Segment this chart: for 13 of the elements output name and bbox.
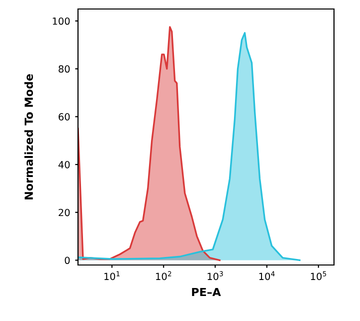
- y-tick-label: 60: [58, 113, 70, 120]
- y-tick-label: 100: [52, 17, 70, 25]
- y-axis-title: Normalized To Mode: [24, 74, 33, 200]
- x-tick-label: 10$^{4}$: [259, 271, 275, 280]
- x-tick-label: 10$^{1}$: [104, 271, 120, 280]
- y-tick-label: 20: [58, 208, 70, 216]
- x-tick-label: 10$^{5}$: [310, 271, 326, 280]
- y-tick-label: 40: [58, 160, 70, 168]
- y-tick-label: 80: [58, 65, 70, 73]
- y-tick-label: 0: [64, 256, 70, 264]
- x-tick-label: 10$^{3}$: [208, 271, 223, 280]
- x-tick-label: 10$^{2}$: [156, 271, 172, 280]
- x-axis-title: PE–A: [192, 288, 221, 296]
